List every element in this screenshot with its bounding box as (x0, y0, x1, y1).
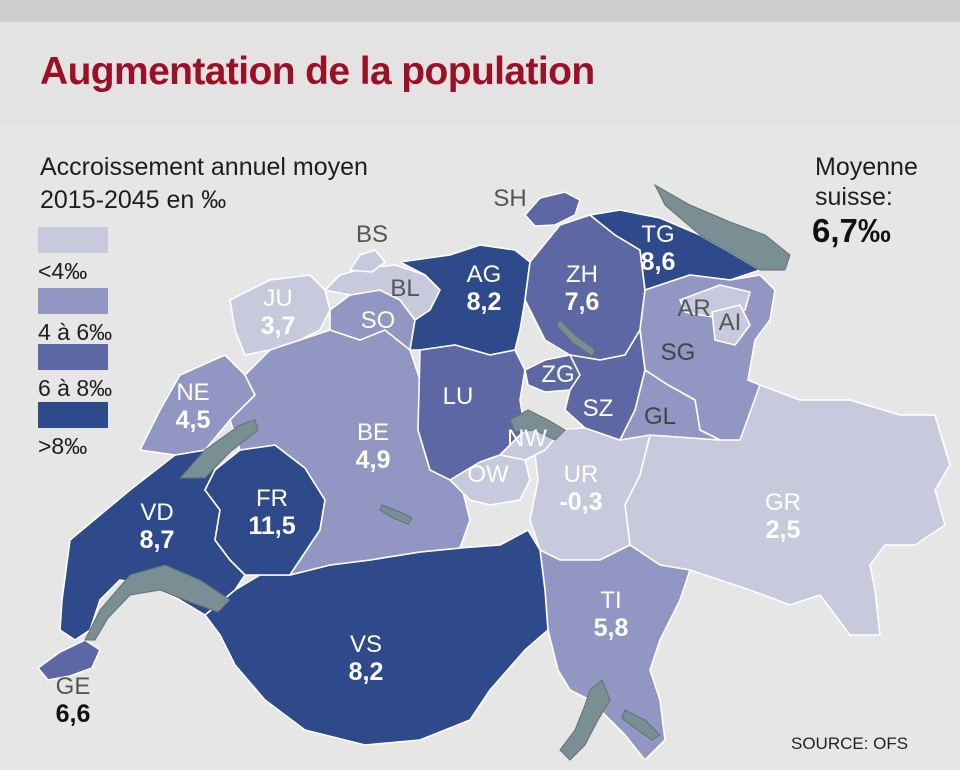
canton-sz (564, 329, 646, 441)
canton-label-ai: AI (719, 309, 742, 336)
canton-label-vs: VS (350, 631, 382, 658)
canton-label-be: BE (357, 419, 389, 446)
canton-label-sg: SG (661, 339, 696, 366)
canton-label-ar: AR (677, 295, 710, 322)
canton-value-vd: 8,7 (140, 526, 175, 554)
canton-value-ur: -0,3 (559, 488, 602, 516)
canton-value-ag: 8,2 (467, 288, 502, 316)
source-note: SOURCE: OFS (791, 734, 909, 753)
subtitle-line-1: Accroissement annuel moyen (40, 153, 368, 181)
canton-label-ju: JU (263, 285, 292, 312)
canton-label-fr: FR (256, 485, 288, 512)
canton-label-bl: BL (390, 275, 419, 302)
page-title: Augmentation de la population (40, 50, 595, 93)
canton-label-vd: VD (140, 499, 173, 526)
canton-label-zh: ZH (566, 261, 598, 288)
canton-ti (539, 544, 691, 761)
legend-label-4: >8‰ (38, 433, 88, 459)
legend-swatch-3 (38, 344, 108, 370)
canton-ai (711, 304, 751, 346)
canton-value-fr: 11,5 (248, 512, 295, 540)
canton-sh (524, 191, 581, 227)
legend-swatch-2 (38, 288, 108, 314)
lake-zurich (556, 319, 596, 357)
top-strip (0, 0, 960, 22)
canton-value-zh: 7,6 (565, 288, 600, 316)
lake-lugano (621, 709, 661, 741)
average-label: Moyenne suisse: (815, 153, 918, 211)
canton-label-ne: NE (176, 379, 209, 406)
subtitle-line-2: 2015-2045 en ‰ (40, 186, 227, 214)
legend-label-2: 4 à 6‰ (38, 319, 113, 345)
canton-label-ur: UR (564, 461, 599, 488)
canton-value-ti: 5,8 (594, 614, 629, 642)
legend-label-1: <4‰ (38, 258, 88, 284)
canton-ow (449, 454, 531, 506)
canton-value-ge: 6,6 (56, 700, 91, 728)
canton-label-sz: SZ (583, 395, 614, 422)
canton-label-ag: AG (467, 261, 502, 288)
canton-label-gl: GL (644, 403, 676, 430)
canton-label-sh: SH (493, 185, 526, 212)
canton-label-zg: ZG (541, 361, 574, 388)
canton-bs (349, 249, 386, 273)
canton-label-ow: OW (467, 461, 509, 488)
canton-ge (37, 639, 101, 681)
legend-swatch-4 (38, 402, 108, 428)
legend-label-3: 6 à 8‰ (38, 375, 113, 401)
lake-lucerne (509, 409, 566, 441)
canton-label-bs: BS (356, 221, 388, 248)
legend-swatch-1 (38, 227, 108, 253)
canton-value-ju: 3,7 (261, 312, 296, 340)
canton-value-gr: 2,5 (766, 516, 801, 544)
average-value: 6,7‰ (812, 212, 891, 249)
lake-geneva (84, 564, 231, 641)
canton-value-tg: 8,6 (641, 248, 676, 276)
lake-maggiore (559, 679, 611, 761)
canton-label-gr: GR (765, 489, 801, 516)
canton-value-be: 4,9 (356, 446, 391, 474)
header (0, 22, 960, 126)
canton-label-nw: NW (507, 425, 547, 452)
canton-ju (229, 274, 331, 356)
canton-label-lu: LU (443, 383, 474, 410)
canton-value-vs: 8,2 (349, 658, 384, 686)
canton-value-ne: 4,5 (176, 406, 211, 434)
canton-label-ti: TI (600, 587, 621, 614)
lake-constance (653, 183, 791, 271)
canton-label-ge: GE (56, 673, 91, 700)
lake-neuchatel (178, 419, 259, 479)
lake-thun (379, 504, 413, 525)
canton-label-tg: TG (641, 221, 674, 248)
canton-label-so: SO (361, 307, 396, 334)
